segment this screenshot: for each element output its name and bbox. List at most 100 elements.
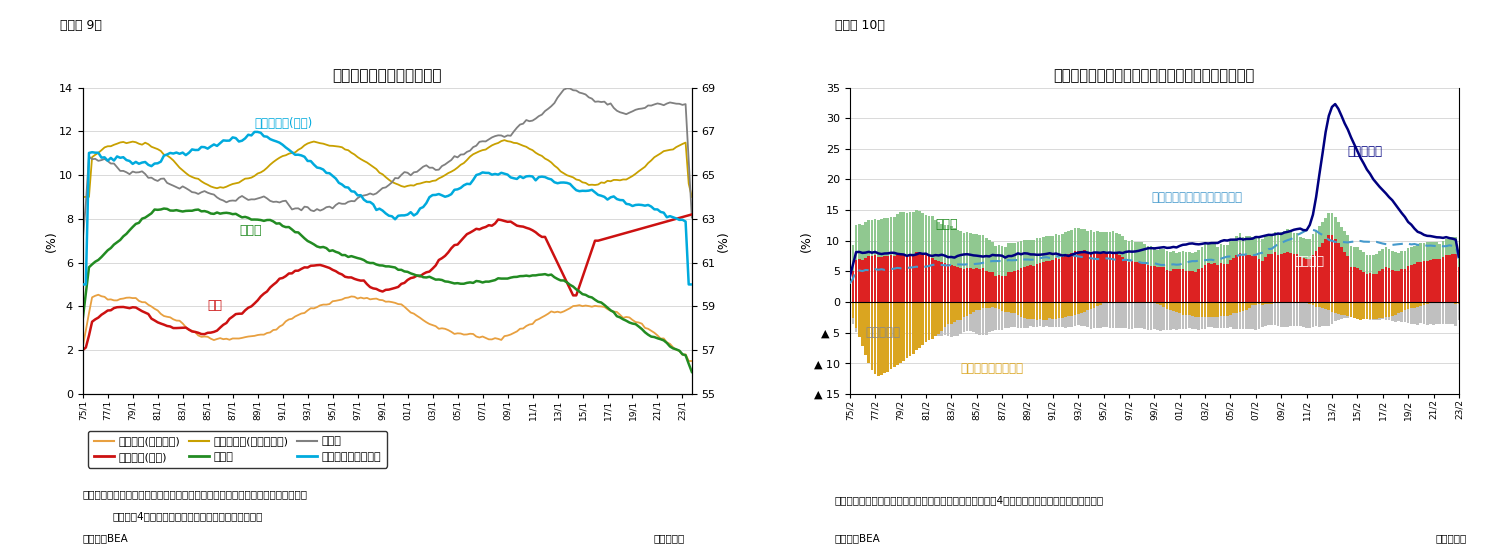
Bar	[1388, 302, 1390, 320]
Bar	[1454, 302, 1457, 326]
Bar	[1321, 243, 1324, 302]
Bar	[1257, 302, 1260, 329]
Bar	[1071, 253, 1074, 302]
Bar	[1008, 243, 1009, 272]
Bar	[1083, 251, 1086, 302]
Bar	[1271, 302, 1272, 304]
Bar	[1394, 271, 1397, 302]
Bar	[1122, 257, 1123, 302]
Bar	[1372, 302, 1375, 320]
Bar	[1026, 302, 1029, 328]
Bar	[1014, 302, 1017, 313]
Bar	[1420, 302, 1423, 323]
Bar	[1214, 302, 1215, 317]
Bar	[1003, 302, 1006, 328]
Bar	[1340, 247, 1343, 302]
Bar	[1042, 237, 1045, 262]
Bar	[1074, 302, 1077, 315]
Bar	[1429, 242, 1432, 260]
Bar	[1314, 302, 1318, 307]
Bar	[1086, 252, 1089, 302]
Bar	[1068, 254, 1069, 302]
Bar	[896, 214, 899, 254]
Bar	[1242, 255, 1244, 302]
Bar	[1191, 302, 1194, 316]
Y-axis label: (%): (%)	[717, 230, 729, 252]
Bar	[868, 220, 871, 255]
Bar	[1172, 302, 1175, 329]
Bar	[1026, 240, 1029, 266]
Bar	[975, 302, 978, 310]
Bar	[1337, 222, 1340, 243]
Bar	[1420, 261, 1423, 302]
Bar	[922, 253, 923, 302]
Bar	[1036, 302, 1038, 320]
Bar	[1182, 302, 1184, 315]
Bar	[1349, 246, 1352, 267]
Bar	[928, 302, 931, 340]
Bar	[1435, 242, 1438, 259]
Bar	[1277, 255, 1280, 302]
Bar	[1163, 302, 1166, 307]
Bar	[1143, 244, 1146, 264]
Bar	[1054, 258, 1057, 302]
Bar	[1296, 254, 1298, 302]
Bar	[1451, 302, 1454, 304]
Bar	[874, 302, 877, 330]
Bar	[934, 219, 937, 260]
Bar	[1137, 242, 1140, 263]
Bar	[1314, 302, 1318, 327]
Bar	[1429, 302, 1432, 303]
Bar	[985, 271, 988, 302]
Y-axis label: (%): (%)	[45, 230, 57, 252]
Bar	[1340, 302, 1343, 315]
Bar	[982, 302, 984, 335]
Bar	[1321, 302, 1324, 327]
Bar	[1175, 253, 1178, 269]
Bar	[1363, 252, 1366, 272]
Bar	[911, 212, 914, 254]
Legend: 企業利益(内部留保), 企業利益(配当), 税・補助金(法人税含む), 利子等, その他, 雇用者報酬（右軸）: 企業利益(内部留保), 企業利益(配当), 税・補助金(法人税含む), 利子等,…	[89, 431, 387, 468]
Bar	[1409, 302, 1412, 309]
Bar	[1442, 241, 1444, 257]
Bar	[862, 260, 863, 302]
Bar	[1011, 302, 1012, 327]
Bar	[1032, 302, 1035, 327]
Bar	[1337, 302, 1340, 321]
Bar	[1417, 302, 1418, 324]
Bar	[1260, 239, 1263, 261]
Text: 利子等: 利子等	[239, 224, 262, 237]
Bar	[893, 217, 895, 255]
Bar	[957, 267, 960, 302]
Text: 利子等: 利子等	[935, 218, 958, 231]
Bar	[1045, 302, 1048, 327]
Bar	[994, 246, 997, 276]
Bar	[966, 302, 969, 331]
Bar	[1286, 229, 1289, 252]
Bar	[1060, 302, 1063, 318]
Bar	[1331, 235, 1334, 302]
Bar	[1274, 231, 1277, 252]
Bar	[1000, 302, 1003, 329]
Bar	[1391, 251, 1394, 270]
Bar	[940, 263, 943, 302]
Bar	[1102, 302, 1105, 303]
Bar	[1426, 242, 1429, 261]
Bar	[896, 254, 899, 302]
Bar	[1200, 302, 1203, 329]
Bar	[1188, 302, 1191, 328]
Bar	[1271, 302, 1272, 325]
Bar	[1251, 302, 1254, 305]
Bar	[851, 271, 854, 302]
Bar	[925, 214, 928, 255]
Bar	[1039, 302, 1041, 319]
Bar	[899, 302, 902, 332]
Bar	[1114, 302, 1117, 328]
Bar	[1217, 302, 1220, 328]
Bar	[1445, 302, 1447, 324]
Bar	[1409, 302, 1412, 324]
Bar	[1451, 254, 1454, 302]
Bar	[890, 255, 892, 302]
Bar	[1457, 302, 1460, 304]
Bar	[1417, 245, 1418, 262]
